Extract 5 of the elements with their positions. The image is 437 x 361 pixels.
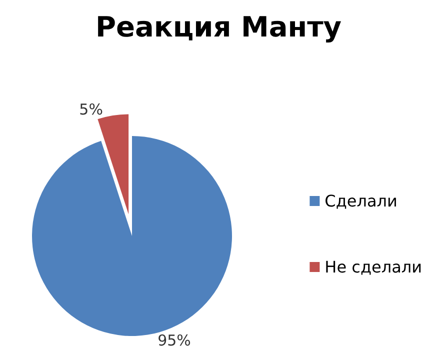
legend-label: Сделали — [324, 192, 398, 210]
legend-label: Не сделали — [324, 258, 422, 276]
data-label: 5% — [79, 100, 103, 119]
chart-title: Реакция Манту — [95, 10, 342, 44]
data-label: 95% — [158, 332, 191, 350]
